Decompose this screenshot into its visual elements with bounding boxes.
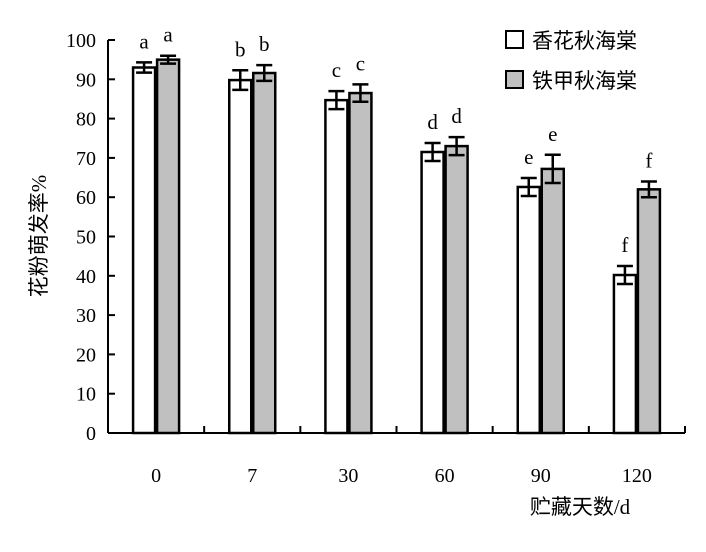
significance-letter: c (356, 51, 365, 75)
legend: 香花秋海棠 铁甲秋海棠 (505, 29, 637, 93)
y-tick-label: 90 (76, 69, 96, 91)
y-tick-label: 60 (76, 187, 96, 209)
bar-0 (420, 150, 445, 435)
y-axis-label: 花粉萌发率% (27, 175, 51, 298)
bar-1 (444, 144, 469, 435)
significance-letter: e (524, 145, 533, 169)
bar-1 (155, 58, 181, 435)
significance-letter: b (259, 32, 270, 56)
significance-letter: f (621, 233, 628, 257)
significance-letter: a (163, 23, 173, 47)
bar-1 (252, 71, 277, 435)
bar-0 (516, 185, 541, 435)
significance-letter: a (139, 29, 149, 53)
bar-0 (228, 78, 253, 435)
y-tick-label: 20 (76, 344, 96, 366)
significance-letter: b (235, 37, 246, 61)
y-tick-label: 0 (86, 423, 96, 445)
x-tick-label: 0 (151, 465, 161, 487)
y-tick-label: 40 (76, 266, 96, 288)
legend-label-1: 铁甲秋海棠 (532, 69, 637, 93)
significance-letter: d (427, 110, 438, 134)
legend-label-0: 香花秋海棠 (532, 29, 637, 53)
legend-swatch-1 (505, 70, 524, 89)
x-axis-label: 贮藏天数/d (530, 495, 631, 519)
y-tick-label: 80 (76, 109, 96, 131)
bar-1 (540, 167, 565, 435)
bar-0 (131, 66, 157, 435)
y-tick-label: 10 (76, 384, 96, 406)
significance-letter: d (451, 104, 462, 128)
bar-1 (636, 188, 662, 435)
significance-letter: c (332, 58, 341, 82)
bar-0 (324, 98, 349, 435)
x-tick-label: 30 (338, 465, 358, 487)
x-tick-label: 90 (531, 465, 551, 487)
bar-0 (612, 273, 638, 435)
legend-swatch-0 (505, 30, 524, 49)
significance-letter: f (645, 148, 652, 172)
y-tick-label: 50 (76, 227, 96, 249)
y-tick-label: 70 (76, 148, 96, 170)
y-tick-label: 100 (66, 30, 96, 52)
significance-letter: e (548, 122, 557, 146)
x-tick-label: 120 (622, 465, 652, 487)
y-tick-label: 30 (76, 305, 96, 327)
x-tick-label: 7 (247, 465, 257, 487)
x-tick-label: 60 (435, 465, 455, 487)
bar-1 (348, 91, 373, 435)
